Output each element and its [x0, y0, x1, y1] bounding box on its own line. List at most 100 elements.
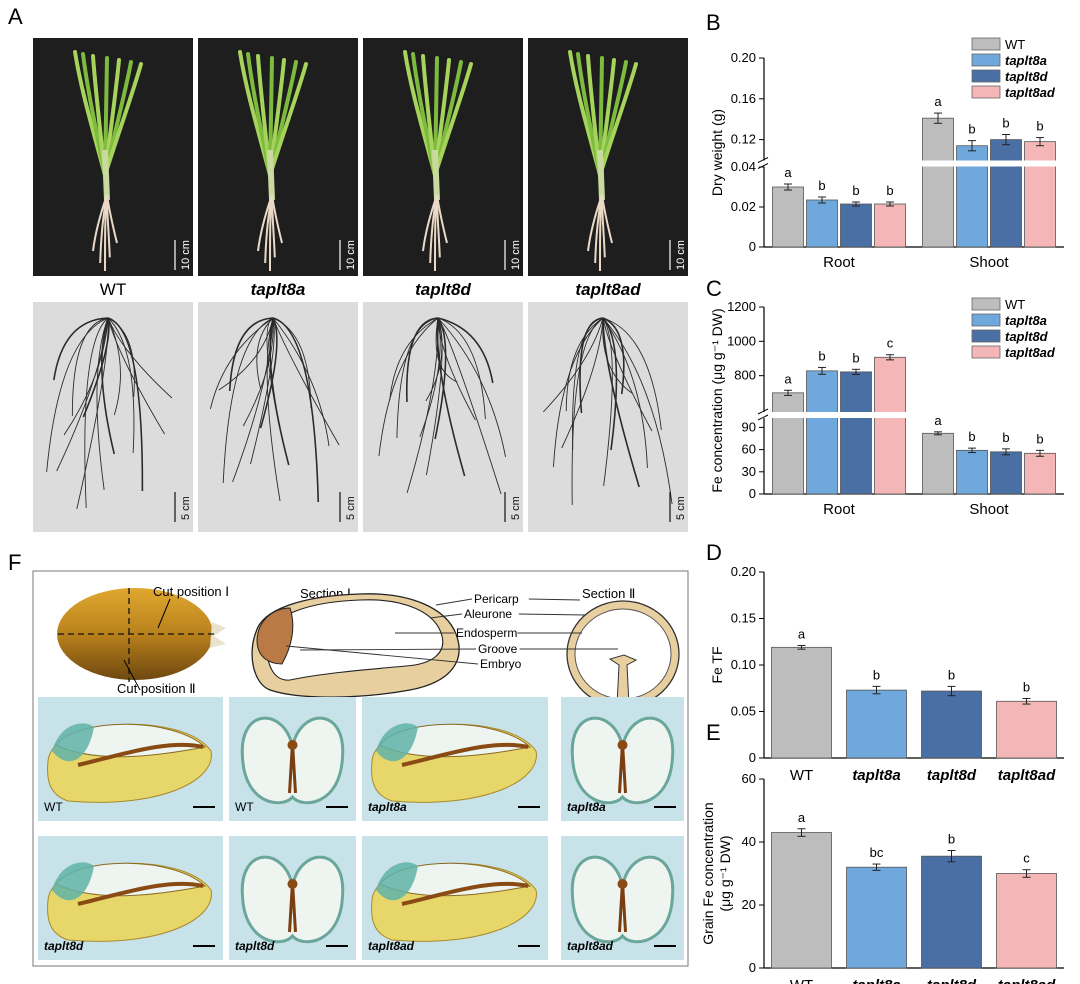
significance-letter: c — [1023, 851, 1030, 866]
root-line — [53, 317, 109, 381]
root-line — [602, 317, 662, 431]
leaf — [433, 62, 473, 177]
leaf — [103, 62, 143, 177]
y-tick-label: 0 — [749, 486, 756, 501]
scale-label: 10 cm — [510, 240, 522, 270]
charts: B 0 0.02 0.04 0.12 0.16 0.20 Dry weight (g) a b b b… — [700, 10, 1066, 984]
legend-swatch — [971, 37, 1001, 51]
chart-D: D 0 0.05 0.10 0.15 0.20 Fe TF a WT b taplt8a b taplt… — [706, 540, 1064, 784]
y-tick-label: 20 — [742, 897, 756, 912]
bar — [771, 646, 832, 759]
stem — [432, 149, 440, 201]
bar — [771, 832, 832, 969]
cross-groove-top — [617, 879, 628, 889]
root-system — [378, 317, 507, 495]
root — [436, 194, 448, 244]
scale-label: 10 cm — [345, 240, 357, 270]
y-tick-label: 0 — [749, 750, 756, 765]
stem — [597, 149, 605, 201]
panel-label-c: C — [706, 276, 722, 301]
root-line — [396, 317, 439, 439]
legend-swatch — [971, 345, 1001, 359]
cross-groove — [288, 742, 297, 794]
seedling — [403, 50, 473, 272]
significance-letter: b — [886, 183, 893, 198]
legend-label: taplt8ad — [1005, 345, 1056, 360]
root-photo — [363, 302, 523, 532]
shoot-photo — [198, 38, 358, 276]
x-tick-label: taplt8a — [852, 977, 900, 984]
stem — [267, 149, 275, 201]
cut1-label: Cut position Ⅰ — [153, 584, 229, 599]
bar — [806, 199, 838, 248]
root-line — [76, 317, 109, 510]
root — [106, 194, 118, 244]
root-line — [46, 317, 109, 473]
leaf — [268, 62, 308, 177]
grain-groove — [77, 742, 204, 767]
x-tick-label: WT — [790, 977, 813, 984]
cut1-pointer — [157, 598, 171, 629]
root-line — [272, 317, 330, 447]
y-tick-label: 0.15 — [731, 611, 756, 626]
root-line — [565, 317, 604, 412]
panel-label-a: A — [8, 4, 23, 29]
legend-swatch — [971, 85, 1001, 99]
root-line — [242, 317, 274, 427]
axis-break-mark — [757, 163, 769, 169]
cross-groove-top — [287, 740, 298, 750]
root-system — [46, 317, 173, 510]
y-tick-label: 1000 — [727, 333, 756, 348]
cross-groove — [618, 881, 627, 933]
photo-genotype-label: WT — [235, 800, 254, 814]
x-tick-label: taplt8a — [852, 767, 900, 784]
y-tick-label: 0.02 — [731, 199, 756, 214]
y-axis-label: Fe concentration (μg g⁻¹ DW) — [709, 308, 725, 492]
root-line — [406, 317, 439, 494]
panel-f: Cut position Ⅰ Cut position Ⅱ Section Ⅰ … — [32, 570, 689, 967]
photo-genotype-label: WT — [44, 800, 63, 814]
legend-swatch — [971, 69, 1001, 83]
x-tick-label: taplt8d — [927, 977, 977, 984]
legend-swatch — [971, 329, 1001, 343]
significance-letter: b — [873, 667, 880, 682]
significance-letter: b — [948, 832, 955, 847]
y-tick-label: 60 — [742, 771, 756, 786]
part-pointer — [528, 598, 581, 601]
root — [599, 194, 603, 272]
scale-label: 5 cm — [180, 496, 192, 520]
scale-label: 10 cm — [675, 240, 687, 270]
shoot-photo — [363, 38, 523, 276]
seed-image — [57, 588, 213, 680]
y-tick-label: 1200 — [727, 299, 756, 314]
legend-label: WT — [1005, 297, 1025, 312]
root-line — [269, 317, 290, 466]
root-line — [602, 317, 648, 469]
legend-label: taplt8d — [1005, 329, 1049, 344]
root-line — [437, 317, 494, 384]
photo-genotype-label: taplt8d — [44, 939, 84, 953]
bar — [996, 873, 1057, 969]
seed-diagram: Cut position Ⅰ Cut position Ⅱ — [57, 584, 229, 696]
bar — [990, 139, 1022, 248]
significance-letter: b — [1023, 679, 1030, 694]
grain-groove — [401, 742, 529, 767]
seedling — [238, 50, 308, 272]
photo-genotype-label: taplt8ad — [368, 939, 415, 953]
bar — [990, 451, 1022, 495]
legend-swatch — [971, 297, 1001, 311]
y-tick-label: 0.04 — [731, 159, 756, 174]
y-axis-label-units: (μg g⁻¹ DW) — [717, 835, 733, 911]
stained-embryo — [376, 862, 418, 901]
root-line — [71, 317, 109, 417]
scale-label: 5 cm — [510, 496, 522, 520]
root-photo — [528, 302, 688, 532]
bar — [846, 866, 907, 969]
root-line — [228, 317, 274, 392]
axis-break-mark — [757, 157, 769, 163]
section-one-diagram: Section Ⅰ — [251, 586, 460, 698]
section2-label: Section Ⅱ — [582, 586, 635, 601]
root-line — [572, 317, 604, 450]
